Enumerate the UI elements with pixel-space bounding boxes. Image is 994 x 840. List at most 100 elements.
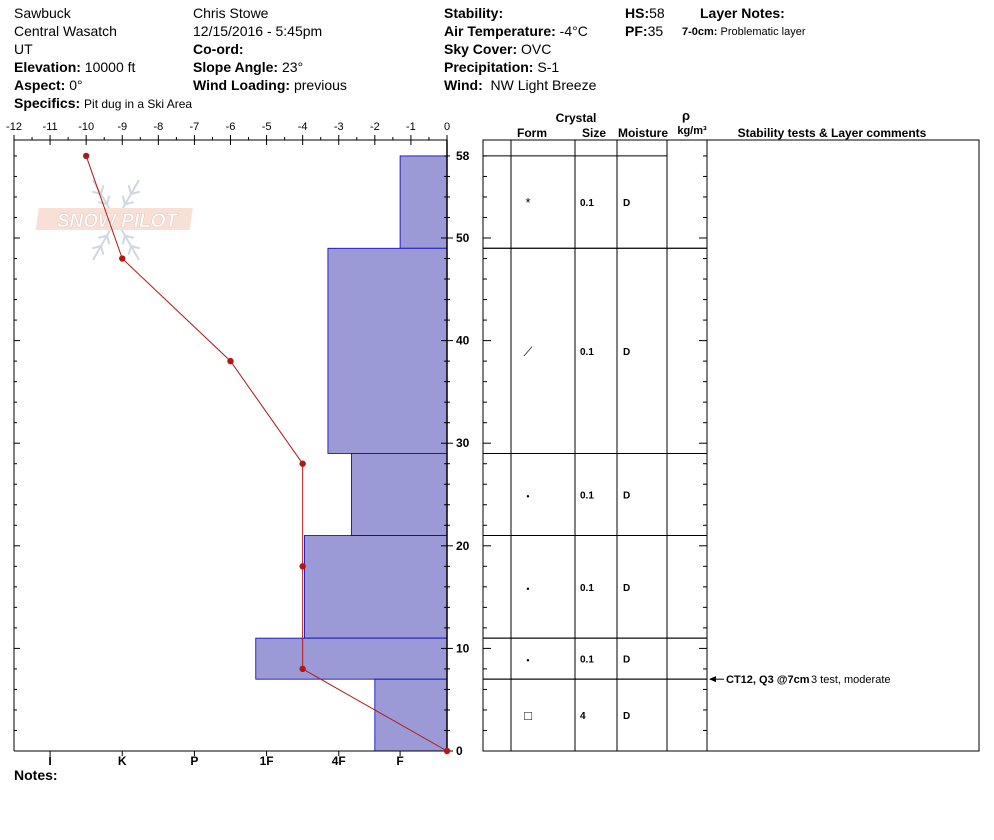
- air-temp: Air Temperature: -4°C: [444, 22, 588, 40]
- form-header: Form: [517, 126, 547, 140]
- height-tick-label: 40: [456, 334, 470, 348]
- height-axis: 0 10 20 30 40 50 58: [14, 149, 470, 758]
- temperature-point: [82, 152, 90, 160]
- stability-test-arrowhead: [709, 676, 716, 683]
- hs-value: 58: [649, 5, 665, 21]
- temp-tick-label: -2: [370, 121, 380, 133]
- snowflake-branch: [130, 190, 140, 195]
- size-header: Size: [582, 126, 606, 140]
- hs-label: HS:: [625, 5, 650, 21]
- moisture-value: D: [623, 347, 630, 358]
- hardness-tick-label: K: [118, 754, 127, 768]
- watermark-band: [35, 208, 193, 230]
- hs: HS:58: [625, 4, 665, 22]
- snowflake-branch: [124, 234, 134, 239]
- pf: PF:35: [625, 22, 663, 40]
- height-tick-label: 20: [456, 539, 470, 553]
- slope-value: 23°: [281, 59, 304, 75]
- elevation-label: Elevation:: [14, 59, 81, 75]
- temperature-point: [227, 357, 234, 365]
- temperature-point: [299, 460, 306, 467]
- pf-value: 35: [647, 23, 664, 39]
- hardness-bar: [350, 453, 448, 536]
- wind-label: Wind:: [444, 77, 483, 93]
- snowpilot-watermark: SNOW PILOT: [35, 179, 193, 261]
- snowflake-branch: [121, 195, 126, 205]
- rho-header: ρ: [682, 108, 690, 123]
- stability-test-code: CT12, Q3 @7cm: [726, 674, 810, 686]
- snowflake-branch: [100, 185, 105, 195]
- sky-cover: Sky Cover: OVC: [444, 40, 551, 58]
- snowflake-branch: [98, 234, 108, 239]
- layer-notes-heading: Layer Notes:: [700, 4, 785, 22]
- height-tick-label: 58: [456, 149, 470, 163]
- snowflake-branch: [121, 235, 126, 245]
- elevation: Elevation: 10000 ft: [14, 58, 135, 76]
- temperature-point: [299, 563, 306, 570]
- layer-note-range: 7-0cm:: [682, 26, 718, 38]
- hardness-tick-label: 4F: [332, 754, 346, 768]
- specifics-label: Specifics:: [14, 95, 81, 111]
- moisture-value: D: [623, 198, 630, 209]
- crystal-size: 4: [580, 711, 586, 722]
- stability: Stability:: [444, 4, 503, 22]
- coord: Co-ord:: [193, 40, 244, 58]
- notes: Notes:: [14, 766, 58, 784]
- layer-notes-label: Layer Notes:: [700, 5, 785, 21]
- crystal-form-symbol: *: [525, 195, 530, 210]
- moisture-value: D: [623, 491, 630, 502]
- height-tick-label: 10: [456, 641, 470, 655]
- aspect-label: Aspect:: [14, 77, 66, 93]
- crystal-header: Crystal: [556, 111, 597, 125]
- crystal-size: 0.1: [580, 655, 594, 666]
- hardness-bar: [374, 678, 448, 752]
- temp-tick-label: -12: [6, 121, 22, 133]
- air-temp-label: Air Temperature:: [444, 23, 556, 39]
- crystal-size: 0.1: [580, 491, 594, 502]
- hardness-bar: [399, 155, 448, 249]
- snowflake-branch: [130, 245, 140, 250]
- density-unit-header: kg/m³: [677, 125, 707, 137]
- snowflake-branch: [106, 195, 111, 205]
- layer-table: Crystal Form Size Moisture ρ kg/m³ Stabi…: [482, 108, 980, 752]
- temp-tick-label: -1: [406, 121, 416, 133]
- snowflake-branch: [100, 245, 105, 255]
- state: UT: [14, 41, 33, 57]
- hardness-bar: [327, 247, 448, 454]
- slope-angle: Slope Angle: 23°: [193, 58, 303, 76]
- elevation-value: 10000 ft: [84, 59, 136, 75]
- crystal-form-symbol: •: [526, 584, 529, 594]
- hardness-bar: [304, 535, 448, 639]
- stability-test-comment: 3 test, moderate: [811, 674, 891, 686]
- moisture-header: Moisture: [618, 126, 668, 140]
- specifics: Specifics: Pit dug in a Ski Area: [14, 94, 192, 113]
- temp-tick-label: -9: [117, 121, 127, 133]
- temperature-axis: -12 -11 -10 -9 -8 -7 -6 -5 -4 -3 -2 -1 0: [6, 121, 450, 145]
- temp-tick-label: -3: [334, 121, 344, 133]
- pf-label: PF:: [625, 23, 648, 39]
- snowflake-branch: [127, 185, 132, 195]
- height-tick-label: 30: [456, 436, 470, 450]
- layer-note-text: Problematic layer: [720, 26, 806, 38]
- location: Sawbuck: [14, 5, 71, 21]
- crystal-size: 0.1: [580, 347, 594, 358]
- temp-tick-label: -7: [190, 121, 200, 133]
- notes-label: Notes:: [14, 767, 58, 783]
- coord-label: Co-ord:: [193, 41, 244, 57]
- datetime: 12/15/2016 - 5:45pm: [193, 23, 323, 39]
- hardness-bars: [255, 155, 448, 752]
- crystal-form-symbol: ⟋: [523, 344, 533, 359]
- crystal-form-symbol: □: [524, 708, 532, 723]
- height-tick-label: 50: [456, 231, 470, 245]
- temperature-point: [443, 747, 451, 755]
- crystal-size: 0.1: [580, 198, 594, 209]
- temp-tick-label: -11: [43, 121, 58, 133]
- temperature-point: [299, 665, 306, 673]
- table-height-ticks: [483, 155, 707, 752]
- specifics-value: Pit dug in a Ski Area: [84, 97, 193, 111]
- hardness-tick-label: 1F: [260, 754, 274, 768]
- hardness-bar: [255, 637, 448, 680]
- precip-label: Precipitation:: [444, 59, 534, 75]
- temp-tick-label: -6: [226, 121, 236, 133]
